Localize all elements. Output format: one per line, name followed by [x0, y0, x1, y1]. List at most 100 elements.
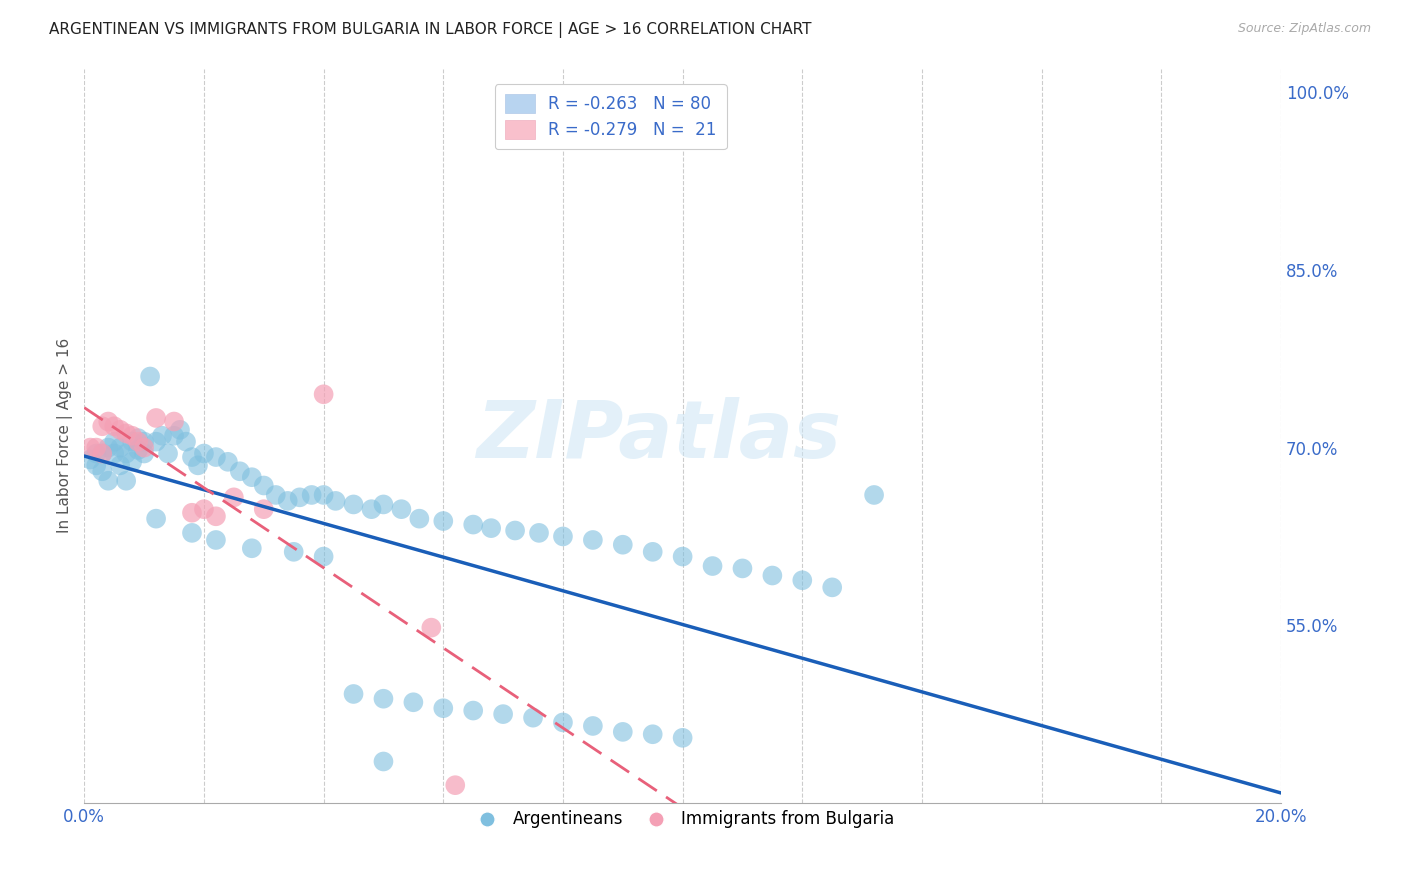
Point	[181, 506, 204, 520]
Point	[551, 529, 574, 543]
Point	[761, 568, 783, 582]
Point	[312, 549, 335, 564]
Point	[121, 428, 143, 442]
Point	[79, 441, 101, 455]
Point	[193, 446, 215, 460]
Point	[150, 428, 173, 442]
Point	[91, 419, 114, 434]
Point	[103, 419, 125, 434]
Point	[145, 511, 167, 525]
Point	[163, 428, 186, 442]
Point	[641, 727, 664, 741]
Point	[127, 434, 149, 449]
Point	[432, 701, 454, 715]
Point	[205, 509, 228, 524]
Point	[108, 423, 131, 437]
Point	[205, 450, 228, 464]
Point	[115, 426, 138, 441]
Point	[115, 474, 138, 488]
Point	[641, 545, 664, 559]
Point	[127, 431, 149, 445]
Point	[312, 387, 335, 401]
Point	[342, 687, 364, 701]
Point	[187, 458, 209, 473]
Point	[551, 715, 574, 730]
Point	[672, 549, 695, 564]
Point	[84, 446, 107, 460]
Text: ZIPatlas: ZIPatlas	[477, 397, 841, 475]
Y-axis label: In Labor Force | Age > 16: In Labor Force | Age > 16	[58, 338, 73, 533]
Point	[522, 711, 544, 725]
Point	[121, 434, 143, 449]
Point	[492, 707, 515, 722]
Point	[217, 455, 239, 469]
Point	[163, 415, 186, 429]
Point	[134, 446, 156, 460]
Point	[792, 574, 814, 588]
Point	[97, 415, 120, 429]
Point	[283, 545, 305, 559]
Point	[479, 521, 502, 535]
Point	[79, 452, 101, 467]
Point	[103, 446, 125, 460]
Point	[444, 778, 467, 792]
Point	[181, 450, 204, 464]
Point	[503, 524, 526, 538]
Point	[181, 525, 204, 540]
Point	[229, 464, 252, 478]
Point	[145, 434, 167, 449]
Point	[174, 434, 197, 449]
Point	[97, 474, 120, 488]
Point	[240, 541, 263, 556]
Point	[527, 525, 550, 540]
Point	[402, 695, 425, 709]
Text: ARGENTINEAN VS IMMIGRANTS FROM BULGARIA IN LABOR FORCE | AGE > 16 CORRELATION CH: ARGENTINEAN VS IMMIGRANTS FROM BULGARIA …	[49, 22, 811, 38]
Point	[115, 446, 138, 460]
Point	[702, 559, 724, 574]
Point	[821, 580, 844, 594]
Point	[205, 533, 228, 547]
Point	[672, 731, 695, 745]
Point	[325, 494, 347, 508]
Point	[108, 458, 131, 473]
Point	[97, 441, 120, 455]
Point	[389, 502, 412, 516]
Point	[463, 704, 485, 718]
Point	[84, 458, 107, 473]
Point	[91, 446, 114, 460]
Point	[408, 511, 430, 525]
Point	[253, 502, 276, 516]
Point	[127, 442, 149, 457]
Point	[91, 446, 114, 460]
Point	[432, 514, 454, 528]
Point	[360, 502, 382, 516]
Point	[84, 441, 107, 455]
Point	[108, 441, 131, 455]
Point	[134, 441, 156, 455]
Point	[312, 488, 335, 502]
Point	[157, 446, 180, 460]
Point	[193, 502, 215, 516]
Point	[134, 434, 156, 449]
Point	[288, 491, 311, 505]
Point	[582, 533, 605, 547]
Text: Source: ZipAtlas.com: Source: ZipAtlas.com	[1237, 22, 1371, 36]
Point	[145, 411, 167, 425]
Point	[731, 561, 754, 575]
Point	[420, 621, 443, 635]
Point	[253, 478, 276, 492]
Point	[612, 724, 634, 739]
Point	[264, 488, 287, 502]
Point	[277, 494, 299, 508]
Point	[91, 464, 114, 478]
Point	[222, 491, 245, 505]
Point	[240, 470, 263, 484]
Point	[373, 691, 395, 706]
Point	[373, 498, 395, 512]
Legend: Argentineans, Immigrants from Bulgaria: Argentineans, Immigrants from Bulgaria	[464, 804, 901, 835]
Point	[582, 719, 605, 733]
Point	[121, 455, 143, 469]
Point	[342, 498, 364, 512]
Point	[301, 488, 323, 502]
Point	[612, 538, 634, 552]
